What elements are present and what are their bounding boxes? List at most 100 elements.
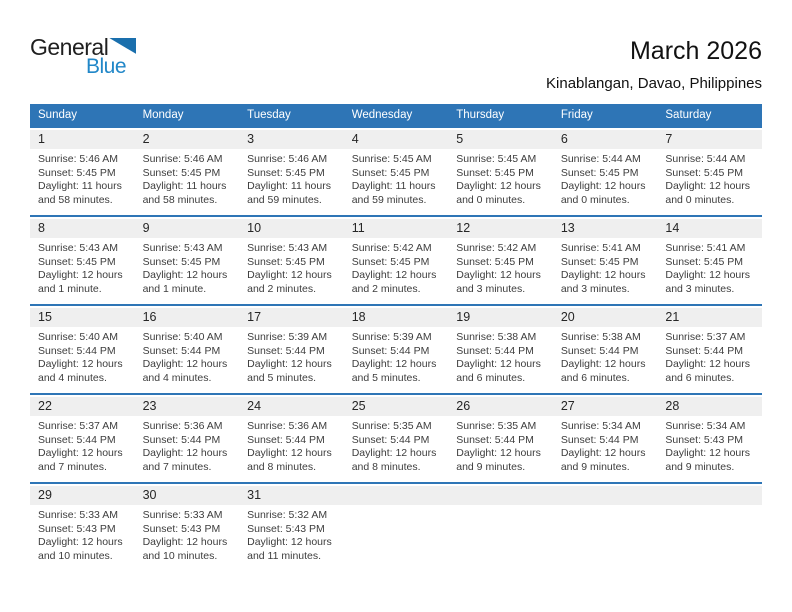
sunset-text: Sunset: 5:44 PM [456,433,534,446]
daylight-text: Daylight: 11 hours and 58 minutes. [38,180,122,207]
day-cell: 17 Sunrise: 5:39 AM Sunset: 5:44 PM Dayl… [239,308,344,393]
daylight-text: Daylight: 12 hours and 6 minutes. [665,358,751,385]
daylight-text: Daylight: 12 hours and 0 minutes. [560,180,646,207]
logo-general-text: General [30,34,109,60]
sunrise-text: Sunrise: 5:39 AM [247,331,328,343]
sunset-text: Sunset: 5:44 PM [456,344,534,357]
daylight-text: Daylight: 11 hours and 58 minutes. [142,180,227,207]
sunset-text: Sunset: 5:45 PM [38,166,116,179]
day-details: Sunrise: 5:46 AM Sunset: 5:45 PM Dayligh… [247,149,340,208]
day-number-band [30,219,762,238]
day-cell: 25 Sunrise: 5:35 AM Sunset: 5:44 PM Dayl… [344,397,449,482]
daylight-text: Daylight: 12 hours and 4 minutes. [38,358,123,385]
day-number: 21 [665,310,680,324]
calendar: Sunday Monday Tuesday Wednesday Thursday Frid… [30,104,762,571]
day-details: Sunrise: 5:46 AM Sunset: 5:45 PM Dayligh… [38,149,131,208]
day-number: 10 [247,221,262,235]
sunrise-text: Sunrise: 5:38 AM [560,331,641,343]
sunset-text: Sunset: 5:44 PM [351,433,430,446]
day-number: 5 [456,132,464,146]
day-cell: 16 Sunrise: 5:40 AM Sunset: 5:44 PM Dayl… [135,308,240,393]
day-details: Sunrise: 5:34 AM Sunset: 5:43 PM Dayligh… [665,416,758,475]
day-number: 15 [38,310,52,324]
daylight-text: Daylight: 12 hours and 3 minutes. [665,269,751,296]
sunrise-text: Sunrise: 5:33 AM [142,509,223,521]
day-number: 8 [38,221,45,235]
day-details: Sunrise: 5:46 AM Sunset: 5:45 PM Dayligh… [143,149,236,208]
sunset-text: Sunset: 5:44 PM [351,344,430,357]
sunrise-text: Sunrise: 5:44 AM [560,153,641,165]
day-cell: 27 Sunrise: 5:34 AM Sunset: 5:44 PM Dayl… [553,397,658,482]
daylight-text: Daylight: 12 hours and 6 minutes. [560,358,646,385]
sunset-text: Sunset: 5:44 PM [560,433,639,446]
week-row: 8 Sunrise: 5:43 AM Sunset: 5:45 PM Dayli… [30,215,762,304]
day-number-band [30,397,762,416]
sunset-text: Sunset: 5:45 PM [665,166,744,179]
sunrise-text: Sunrise: 5:32 AM [247,509,328,521]
day-cell: 21 Sunrise: 5:37 AM Sunset: 5:44 PM Dayl… [657,308,762,393]
daylight-text: Daylight: 12 hours and 10 minutes. [38,536,123,563]
logo: General Blue [30,34,137,78]
day-details: Sunrise: 5:39 AM Sunset: 5:44 PM Dayligh… [352,327,445,386]
sunset-text: Sunset: 5:44 PM [247,344,325,357]
day-number: 17 [247,310,262,324]
sunrise-text: Sunrise: 5:46 AM [38,153,118,165]
daylight-text: Daylight: 11 hours and 59 minutes. [351,180,436,207]
sunrise-text: Sunrise: 5:43 AM [247,242,328,254]
sunrise-text: Sunrise: 5:37 AM [665,331,746,343]
day-number: 19 [456,310,471,324]
day-details [456,505,549,509]
sunset-text: Sunset: 5:44 PM [142,433,221,446]
sunrise-text: Sunrise: 5:39 AM [351,331,432,343]
sunrise-text: Sunrise: 5:34 AM [665,420,746,432]
sunset-text: Sunset: 5:43 PM [38,522,116,535]
day-number: 31 [247,488,262,502]
week-row: 1 Sunrise: 5:46 AM Sunset: 5:45 PM Dayli… [30,126,762,215]
day-cell-empty [657,486,762,571]
daylight-text: Daylight: 12 hours and 8 minutes. [247,447,332,474]
sunrise-text: Sunrise: 5:34 AM [560,420,641,432]
sunset-text: Sunset: 5:45 PM [456,255,534,268]
day-details: Sunrise: 5:40 AM Sunset: 5:44 PM Dayligh… [38,327,131,386]
day-cell: 5 Sunrise: 5:45 AM Sunset: 5:45 PM Dayli… [448,130,553,215]
logo-blue-text: Blue [86,55,127,78]
day-details [352,505,445,509]
day-number: 12 [456,221,471,235]
daylight-text: Daylight: 12 hours and 5 minutes. [247,358,332,385]
day-number [352,486,445,505]
day-cell: 4 Sunrise: 5:45 AM Sunset: 5:45 PM Dayli… [344,130,449,215]
day-details: Sunrise: 5:41 AM Sunset: 5:45 PM Dayligh… [561,238,654,297]
day-cell: 13 Sunrise: 5:41 AM Sunset: 5:45 PM Dayl… [553,219,658,304]
daylight-text: Daylight: 12 hours and 6 minutes. [456,358,541,385]
sunset-text: Sunset: 5:44 PM [38,433,116,446]
day-number: 11 [351,221,365,235]
day-number: 26 [456,399,471,413]
day-number: 14 [665,221,680,235]
sunrise-text: Sunrise: 5:43 AM [38,242,118,254]
sunset-text: Sunset: 5:45 PM [142,255,221,268]
day-details: Sunrise: 5:42 AM Sunset: 5:45 PM Dayligh… [456,238,549,297]
day-number: 22 [38,399,52,413]
day-number: 13 [560,221,575,235]
sunrise-text: Sunrise: 5:45 AM [351,153,432,165]
daylight-text: Daylight: 12 hours and 7 minutes. [142,447,228,474]
day-details: Sunrise: 5:45 AM Sunset: 5:45 PM Dayligh… [352,149,445,208]
day-details: Sunrise: 5:43 AM Sunset: 5:45 PM Dayligh… [38,238,131,297]
day-number: 23 [142,399,157,413]
day-number: 24 [247,399,262,413]
day-number [665,486,758,505]
logo-triangle-icon [109,38,137,54]
sunrise-text: Sunrise: 5:37 AM [38,420,118,432]
weekday-header-thursday: Thursday [456,109,505,121]
day-cell: 23 Sunrise: 5:36 AM Sunset: 5:44 PM Dayl… [135,397,240,482]
day-details: Sunrise: 5:40 AM Sunset: 5:44 PM Dayligh… [143,327,236,386]
day-details: Sunrise: 5:37 AM Sunset: 5:44 PM Dayligh… [38,416,131,475]
sunrise-text: Sunrise: 5:36 AM [142,420,223,432]
week-cells: 22 Sunrise: 5:37 AM Sunset: 5:44 PM Dayl… [30,395,762,482]
daylight-text: Daylight: 12 hours and 11 minutes. [247,536,332,563]
sunrise-text: Sunrise: 5:35 AM [456,420,537,432]
sunset-text: Sunset: 5:45 PM [351,255,430,268]
sunset-text: Sunset: 5:43 PM [142,522,221,535]
daylight-text: Daylight: 12 hours and 3 minutes. [560,269,646,296]
day-cell: 2 Sunrise: 5:46 AM Sunset: 5:45 PM Dayli… [135,130,240,215]
